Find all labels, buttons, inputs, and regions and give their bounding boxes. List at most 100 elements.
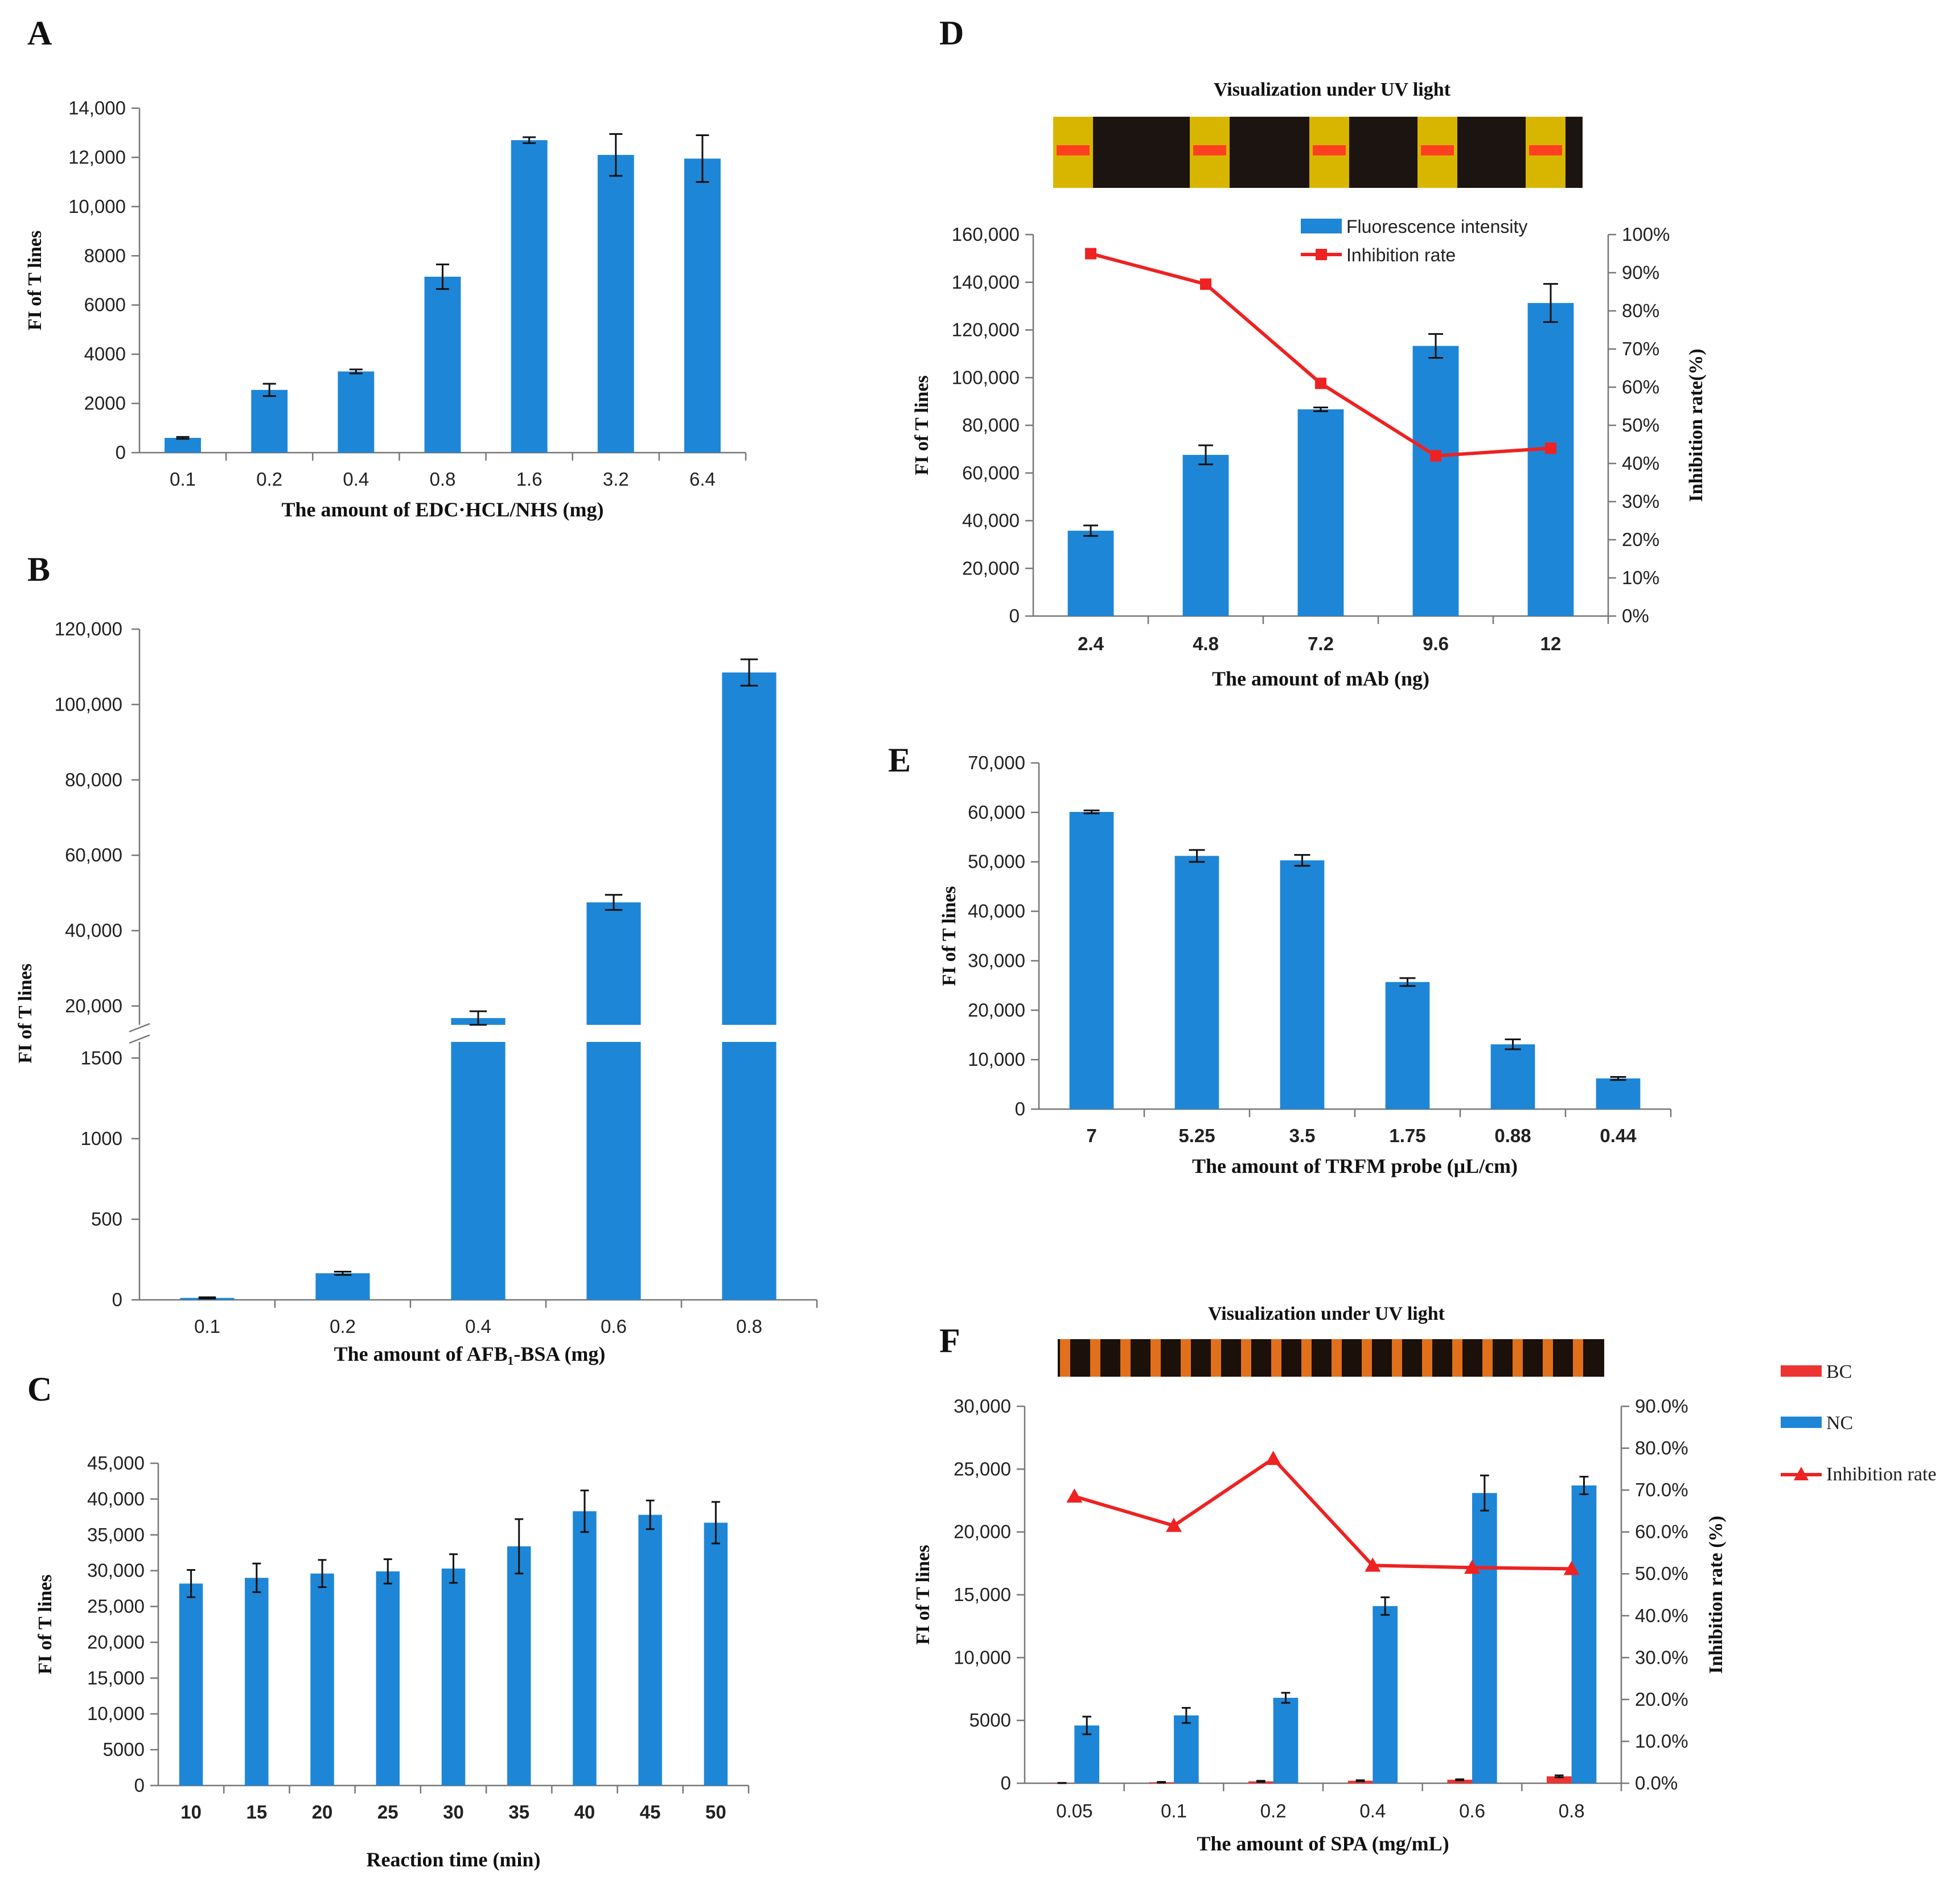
strip-band bbox=[1392, 1339, 1402, 1377]
error-bar bbox=[1399, 977, 1416, 987]
bar-bc bbox=[1447, 1779, 1472, 1783]
y-tick-label: 60,000 bbox=[962, 462, 1020, 483]
bar bbox=[1527, 303, 1574, 616]
x-axis-label: The amount of mAb (ng) bbox=[1212, 667, 1429, 690]
inhibition-rate-point bbox=[1265, 1450, 1281, 1465]
error-bar bbox=[252, 1562, 261, 1593]
uv-strip-image-d bbox=[1053, 117, 1583, 188]
strip-band bbox=[1271, 1339, 1281, 1377]
y-right-tick-label: 0.0% bbox=[1635, 1772, 1678, 1793]
x-tick-label: 0.2 bbox=[256, 469, 282, 490]
x-tick-label: 3.5 bbox=[1289, 1125, 1316, 1146]
error-bar bbox=[1198, 444, 1213, 466]
bar-nc bbox=[1373, 1606, 1398, 1783]
y-right-tick-label: 50% bbox=[1622, 414, 1659, 436]
error-bar bbox=[334, 1270, 352, 1276]
y-tick-label: 30,000 bbox=[87, 1560, 145, 1581]
bar-bc bbox=[1547, 1776, 1572, 1783]
x-tick-label: 2.4 bbox=[1078, 633, 1104, 654]
bar bbox=[315, 1273, 370, 1300]
error-bar bbox=[1281, 1692, 1291, 1704]
y-right-tick-label: 50.0% bbox=[1635, 1563, 1688, 1584]
error-bar bbox=[605, 894, 623, 911]
strip-band bbox=[1513, 1339, 1523, 1377]
strip-band bbox=[1573, 1339, 1583, 1377]
legend-swatch-fluorescence bbox=[1301, 219, 1342, 233]
y-tick-label: 5000 bbox=[103, 1739, 145, 1760]
bar bbox=[597, 155, 634, 453]
inhibition-rate-point bbox=[1166, 1517, 1182, 1532]
chart-d: 0 20,000 40,000 60,000 80,000 100,000 120,000 1… bbox=[911, 216, 1707, 690]
x-tick-label: 40 bbox=[574, 1801, 595, 1823]
y-tick-label: 25,000 bbox=[87, 1596, 145, 1617]
strip-band bbox=[1482, 1339, 1493, 1377]
y-tick-label: 10,000 bbox=[68, 196, 126, 217]
bar bbox=[1596, 1078, 1641, 1109]
inhibition-rate-point bbox=[1563, 1561, 1580, 1575]
strip-band bbox=[1543, 1339, 1553, 1377]
y-tick-label: 10,000 bbox=[968, 1049, 1025, 1070]
y-tick-label: 40,000 bbox=[962, 510, 1020, 531]
x-tick-label: 20 bbox=[312, 1801, 333, 1823]
error-bar bbox=[187, 1569, 196, 1598]
y-right-tick-label: 70.0% bbox=[1635, 1479, 1688, 1500]
bar bbox=[179, 1583, 203, 1786]
error-bar bbox=[1082, 1715, 1092, 1735]
legend-label-inhibition: Inhibition rate bbox=[1826, 1464, 1937, 1485]
strip-band bbox=[1422, 1339, 1432, 1377]
x-tick-label: 0.1 bbox=[170, 469, 196, 490]
x-tick-label: 10 bbox=[180, 1801, 202, 1823]
bar bbox=[1385, 982, 1430, 1109]
x-tick-label: 15 bbox=[246, 1801, 267, 1823]
x-tick-label: 1.75 bbox=[1389, 1125, 1425, 1146]
x-tick-label: 3.2 bbox=[603, 469, 629, 490]
chart-b: 0 500 1000 1500 20,000 40,000 60,000 80,000 100,… bbox=[15, 618, 818, 1365]
error-bar bbox=[580, 1489, 589, 1533]
panel-f-title: Visualization under UV light bbox=[1208, 1303, 1445, 1324]
legend-swatch-bc bbox=[1781, 1365, 1822, 1377]
legend-label-nc: NC bbox=[1826, 1413, 1853, 1434]
x-tick-label: 30 bbox=[443, 1801, 464, 1823]
y-axis-label: FI of T lines bbox=[911, 375, 932, 475]
strip-band bbox=[1090, 1339, 1100, 1377]
chart-f: 0 5000 10,000 15,000 20,000 25,000 30,000 0.0% 1… bbox=[913, 1361, 1937, 1855]
error-bar bbox=[1083, 524, 1098, 537]
uv-strip-image-f bbox=[1058, 1339, 1604, 1377]
error-bar bbox=[646, 1499, 655, 1530]
axis-break-mark bbox=[129, 1034, 150, 1044]
bar bbox=[251, 389, 288, 453]
bar bbox=[1067, 531, 1114, 616]
strip-test-line bbox=[1421, 145, 1454, 155]
y-tick-label: 0 bbox=[1001, 1772, 1011, 1793]
error-bar bbox=[1610, 1076, 1626, 1081]
x-tick-label: 0.8 bbox=[1559, 1800, 1585, 1821]
inhibition-rate-point bbox=[1200, 278, 1211, 290]
bar bbox=[684, 158, 721, 453]
y-tick-label: 120,000 bbox=[952, 319, 1020, 340]
legend-label-fluorescence: Fluorescence intensity bbox=[1346, 216, 1527, 237]
x-tick-label: 0.4 bbox=[1359, 1800, 1386, 1821]
panel-label-f: F bbox=[939, 1322, 960, 1360]
y-right-axis-label: Inhibition rate (%) bbox=[1706, 1516, 1727, 1674]
strip-band bbox=[1120, 1339, 1131, 1377]
bar bbox=[1412, 346, 1459, 616]
error-bar bbox=[262, 383, 276, 397]
error-bar bbox=[696, 134, 709, 183]
y-tick-label: 80,000 bbox=[65, 769, 122, 790]
y-right-tick-label: 10% bbox=[1622, 567, 1659, 588]
error-bar bbox=[469, 1010, 487, 1026]
y-tick-label: 0 bbox=[134, 1775, 145, 1796]
x-tick-label: 50 bbox=[705, 1801, 726, 1823]
x-tick-label: 0.05 bbox=[1056, 1800, 1092, 1821]
y-tick-label: 120,000 bbox=[55, 618, 122, 639]
y-tick-label: 6000 bbox=[84, 294, 126, 315]
inhibition-rate-point bbox=[1085, 248, 1096, 260]
y-tick-label: 50,000 bbox=[968, 851, 1025, 872]
error-bar bbox=[1313, 407, 1328, 412]
legend-label-inhibition: Inhibition rate bbox=[1346, 245, 1456, 265]
bar bbox=[1280, 860, 1325, 1109]
y-right-tick-label: 90% bbox=[1622, 262, 1659, 283]
y-tick-label: 10,000 bbox=[954, 1647, 1011, 1668]
bar-upper-segment bbox=[586, 902, 641, 1025]
y-tick-label: 40,000 bbox=[87, 1488, 145, 1509]
